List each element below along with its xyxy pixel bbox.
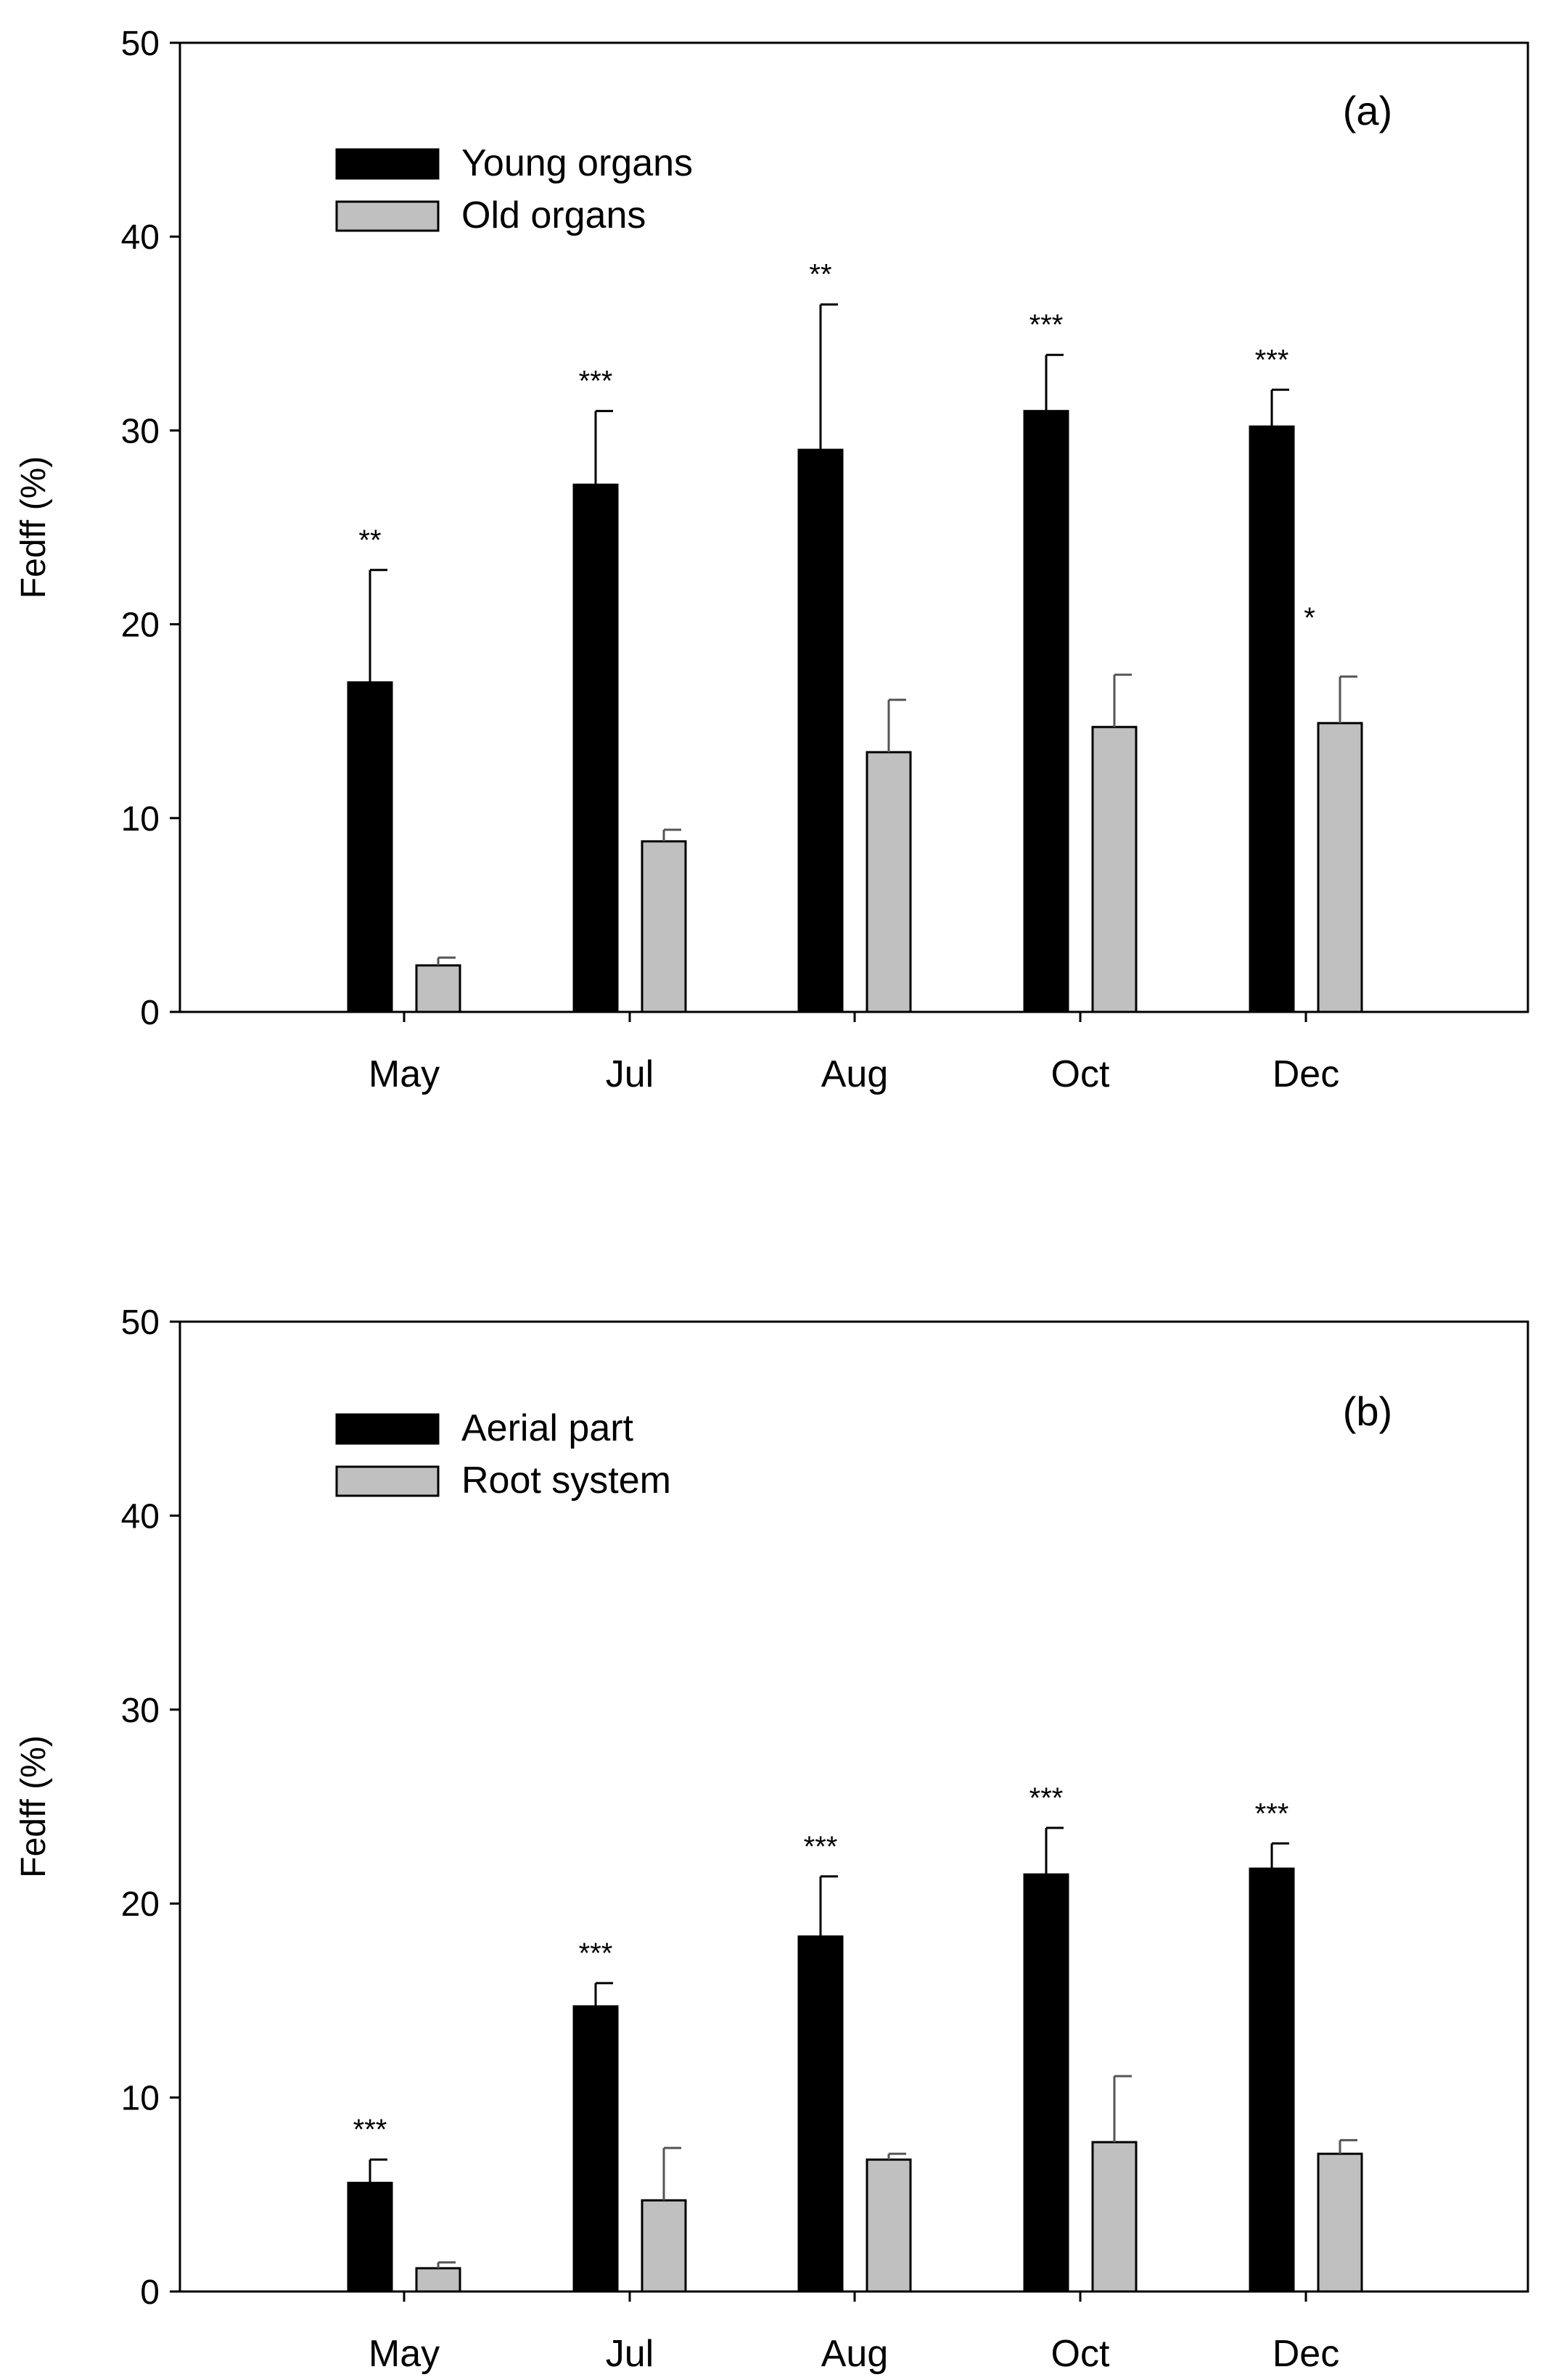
panel-label: (b) [1343, 1388, 1392, 1434]
x-tick-label: Oct [1051, 1053, 1110, 1095]
legend-swatch [335, 200, 440, 232]
significance-marker: ** [358, 524, 381, 556]
y-tick-label: 30 [121, 412, 160, 450]
y-axis-title: Fedff (%) [15, 456, 53, 599]
y-tick-label: 0 [140, 994, 160, 1032]
bar-series2 [1317, 2152, 1363, 2293]
x-tick-label: Jul [606, 1053, 654, 1095]
y-tick-label: 0 [140, 2273, 160, 2312]
y-tick-label: 50 [121, 1304, 160, 1342]
y-tick-label: 10 [121, 2080, 160, 2118]
legend-swatch [335, 1413, 440, 1445]
legend-swatch [335, 148, 440, 180]
bar-series1 [797, 448, 844, 1013]
significance-marker: *** [579, 366, 613, 398]
x-tick-label: Aug [821, 1053, 889, 1095]
x-tick-label: May [369, 1053, 440, 1095]
bar-series2 [641, 2199, 687, 2293]
x-tick-label: Dec [1273, 1053, 1339, 1095]
significance-marker: *** [353, 2114, 387, 2146]
y-tick-label: 40 [121, 218, 160, 257]
bar-series2 [415, 964, 461, 1013]
bar-series1 [347, 681, 393, 1013]
legend-label: Root system [461, 1459, 671, 1502]
bar-series1 [572, 483, 619, 1013]
bar-series2 [1091, 2141, 1138, 2293]
bar-series2 [1091, 725, 1138, 1013]
bar-series2 [641, 840, 687, 1013]
bar-series2 [866, 2158, 912, 2293]
x-tick-label: Aug [821, 2333, 889, 2375]
x-tick-label: Dec [1273, 2333, 1339, 2375]
y-tick-label: 20 [121, 606, 160, 645]
significance-marker: *** [804, 1831, 838, 1863]
bar-series2 [1317, 722, 1363, 1013]
bar-series2 [866, 751, 912, 1013]
significance-marker: * [1304, 602, 1315, 634]
significance-marker: *** [1029, 1782, 1064, 1814]
y-tick-label: 30 [121, 1692, 160, 1730]
y-tick-label: 40 [121, 1497, 160, 1536]
significance-marker: *** [1255, 1798, 1289, 1829]
x-tick-label: Jul [606, 2333, 654, 2375]
legend-label: Young organs [461, 142, 693, 184]
y-tick-label: 20 [121, 1885, 160, 1924]
bar-series1 [1023, 410, 1069, 1013]
bar-series1 [1023, 1873, 1069, 2293]
legend-label: Aerial part [461, 1407, 634, 1449]
significance-marker: *** [1029, 309, 1064, 341]
bar-series2 [415, 2267, 461, 2293]
panel-label: (a) [1343, 88, 1392, 133]
bar-series1 [347, 2181, 393, 2293]
bar-series1 [572, 2005, 619, 2293]
bar-series1 [797, 1935, 844, 2293]
significance-marker: *** [1255, 344, 1289, 376]
bar-series1 [1249, 425, 1295, 1013]
x-tick-label: May [369, 2333, 440, 2375]
x-tick-label: Oct [1051, 2333, 1110, 2375]
y-tick-label: 50 [121, 25, 160, 63]
y-axis-title: Fedff (%) [15, 1735, 53, 1878]
significance-marker: ** [809, 259, 831, 291]
legend-label: Old organs [461, 194, 646, 236]
panel-b: 0 10 20 30 40 50 Fedff (%) May Jul Aug Oct Dec *** **… [15, 1304, 1529, 2375]
significance-marker: *** [579, 1938, 613, 1969]
y-tick-label: 10 [121, 800, 160, 839]
legend-swatch [335, 1465, 440, 1497]
bar-series1 [1249, 1867, 1295, 2293]
